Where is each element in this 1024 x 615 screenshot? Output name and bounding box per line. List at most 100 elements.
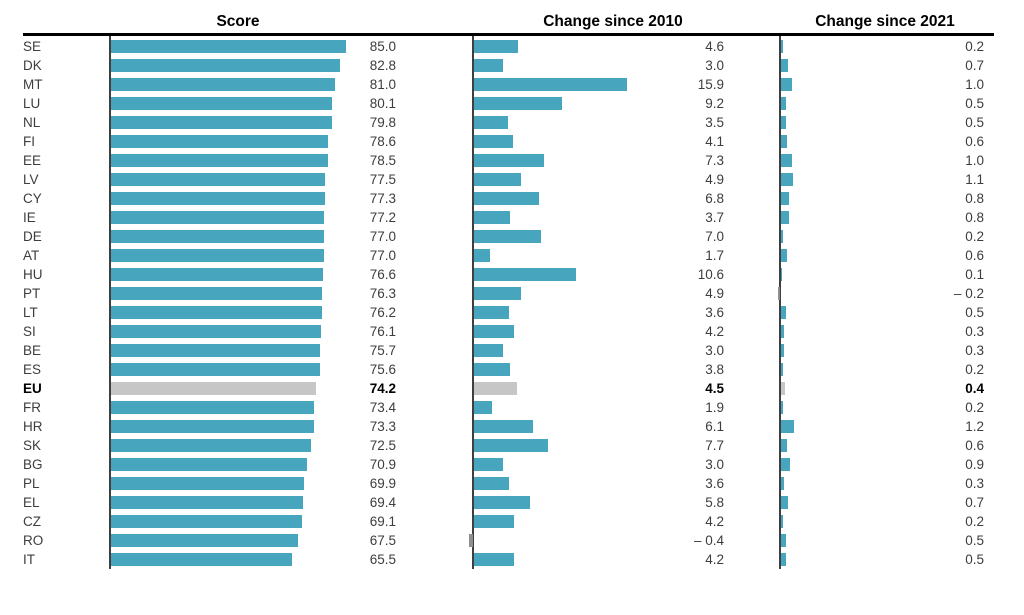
c2010-bar (474, 78, 627, 91)
c2021-value: 0.2 (965, 362, 984, 377)
row-hu: HU 76.6 10.6 0.1 (0, 265, 1024, 284)
c2010-bar (474, 211, 510, 224)
c2010-value: 3.7 (705, 210, 724, 225)
row-ie: IE 77.2 3.7 0.8 (0, 208, 1024, 227)
score-value: 76.3 (369, 286, 396, 301)
c2010-value: 15.9 (697, 77, 724, 92)
c2010-value: – 0.4 (693, 533, 724, 548)
c2021-bar (777, 287, 780, 300)
score-bar (111, 59, 340, 72)
score-bar (111, 287, 322, 300)
score-bar (111, 230, 324, 243)
score-bar (111, 211, 325, 224)
c2010-value: 4.9 (705, 286, 724, 301)
score-value: 70.9 (369, 457, 396, 472)
c2010-value: 7.3 (705, 153, 724, 168)
row-el: EL 69.4 5.8 0.7 (0, 493, 1024, 512)
c2021-value: 0.4 (965, 381, 984, 396)
c2021-value: 0.2 (965, 514, 984, 529)
c2010-bar (474, 154, 545, 167)
c2010-bar (474, 116, 508, 129)
c2010-bar (474, 325, 515, 338)
c2021-value: 1.1 (965, 172, 984, 187)
c2010-bar (474, 382, 518, 395)
c2010-bar (474, 268, 576, 281)
c2010-bar (474, 458, 503, 471)
c2010-value: 3.5 (705, 115, 724, 130)
c2010-value: 4.2 (705, 324, 724, 339)
c2010-value: 4.9 (705, 172, 724, 187)
country-label: CY (23, 191, 42, 206)
c2021-value: 0.5 (965, 96, 984, 111)
c2021-value: 0.6 (965, 134, 984, 149)
c2010-value: 3.8 (705, 362, 724, 377)
score-value: 78.5 (369, 153, 396, 168)
row-bg: BG 70.9 3.0 0.9 (0, 455, 1024, 474)
country-label: LV (23, 172, 39, 187)
score-bar (111, 97, 333, 110)
change-2021-axis-line (779, 36, 781, 569)
c2010-bar (474, 306, 509, 319)
score-value: 69.4 (369, 495, 396, 510)
c2021-value: 0.8 (965, 210, 984, 225)
score-axis-line (109, 36, 111, 569)
c2010-value: 6.1 (705, 419, 724, 434)
country-label: PL (23, 476, 40, 491)
score-value: 76.6 (369, 267, 396, 282)
c2010-value: 4.1 (705, 134, 724, 149)
c2010-bar (474, 287, 522, 300)
row-es: ES 75.6 3.8 0.2 (0, 360, 1024, 379)
score-bar (111, 249, 324, 262)
country-label: IT (23, 552, 35, 567)
score-value: 77.5 (369, 172, 396, 187)
country-label: SI (23, 324, 36, 339)
country-label: EE (23, 153, 42, 168)
c2021-value: 0.3 (965, 343, 984, 358)
score-bar (111, 173, 326, 186)
country-label: LU (23, 96, 41, 111)
c2021-bar (781, 40, 784, 53)
country-label: NL (23, 115, 41, 130)
country-label: DE (23, 229, 42, 244)
row-cy: CY 77.3 6.8 0.8 (0, 189, 1024, 208)
c2021-bar (781, 154, 792, 167)
c2010-value: 3.0 (705, 457, 724, 472)
c2021-value: 0.2 (965, 400, 984, 415)
score-value: 69.1 (369, 514, 396, 529)
c2021-bar (781, 249, 788, 262)
row-eu: EU 74.2 4.5 0.4 (0, 379, 1024, 398)
score-bar (111, 344, 321, 357)
c2021-bar (781, 59, 789, 72)
c2010-bar (474, 515, 515, 528)
country-label: PT (23, 286, 41, 301)
row-lu: LU 80.1 9.2 0.5 (0, 94, 1024, 113)
score-bar (111, 515, 303, 528)
score-bar (111, 382, 317, 395)
c2021-value: 0.7 (965, 495, 984, 510)
country-label: ES (23, 362, 42, 377)
c2010-value: 4.2 (705, 514, 724, 529)
row-be: BE 75.7 3.0 0.3 (0, 341, 1024, 360)
c2010-bar (474, 420, 533, 433)
c2010-value: 4.2 (705, 552, 724, 567)
c2010-value: 3.0 (705, 58, 724, 73)
score-bar (111, 534, 298, 547)
c2021-value: 0.9 (965, 457, 984, 472)
country-label: EU (23, 381, 42, 396)
score-bar (111, 325, 322, 338)
score-value: 77.0 (369, 248, 396, 263)
c2010-bar (474, 553, 515, 566)
c2021-bar (781, 420, 794, 433)
c2021-bar (781, 97, 787, 110)
score-value: 75.6 (369, 362, 396, 377)
row-at: AT 77.0 1.7 0.6 (0, 246, 1024, 265)
c2010-bar (474, 192, 540, 205)
change-2010-axis-line (472, 36, 474, 569)
change-2010-column-header: Change since 2010 (543, 13, 683, 30)
c2010-bar (469, 534, 473, 547)
c2021-bar (781, 401, 784, 414)
c2021-value: 0.3 (965, 324, 984, 339)
country-label: BG (23, 457, 43, 472)
header-rule (23, 33, 994, 36)
c2010-value: 5.8 (705, 495, 724, 510)
